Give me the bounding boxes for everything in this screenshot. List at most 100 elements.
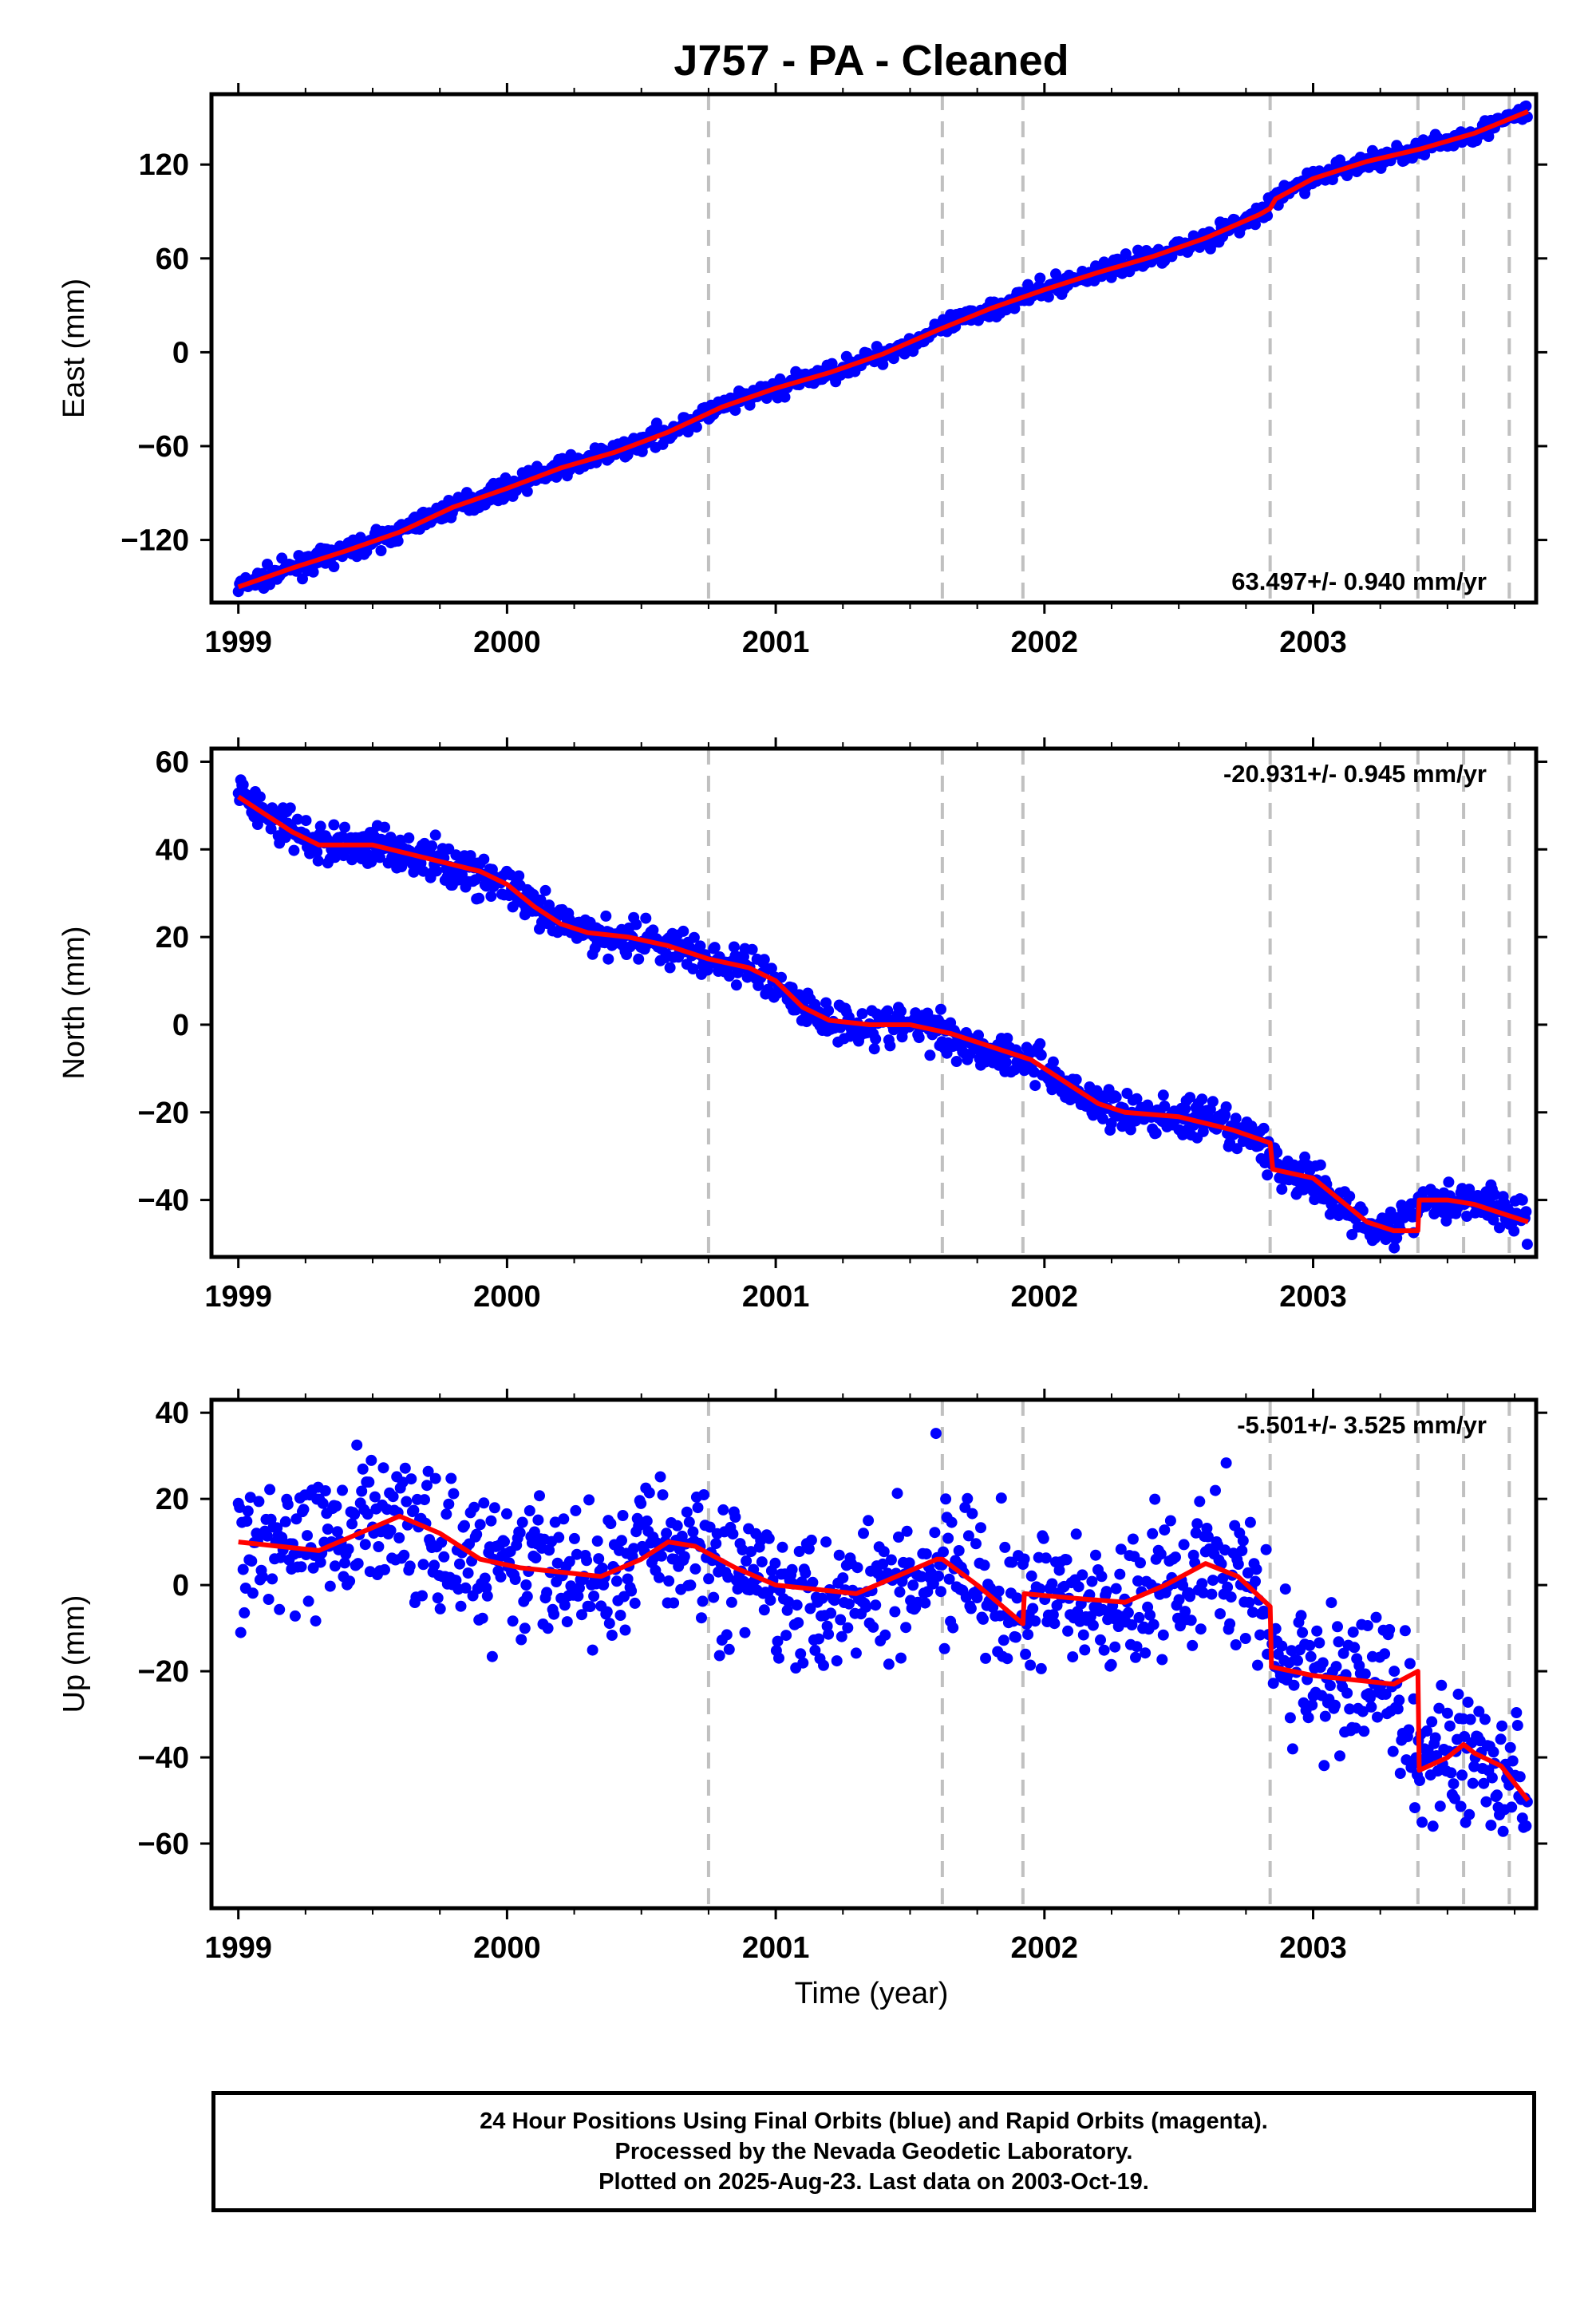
data-point — [1448, 1778, 1460, 1790]
data-point — [432, 1592, 444, 1604]
data-point — [361, 1508, 373, 1520]
y-tick-label: 120 — [139, 148, 189, 182]
data-point — [369, 1491, 381, 1503]
data-point — [1491, 1789, 1503, 1801]
data-point — [1197, 1587, 1209, 1599]
data-point — [687, 963, 699, 974]
data-point — [723, 970, 735, 982]
data-point — [1433, 1702, 1445, 1714]
data-point — [1344, 1191, 1356, 1202]
data-point — [591, 1535, 603, 1547]
data-point — [290, 1513, 302, 1525]
data-point — [581, 1555, 593, 1567]
data-point — [539, 884, 551, 896]
data-point — [1132, 1575, 1144, 1587]
data-point — [833, 1549, 845, 1561]
data-point — [1084, 1611, 1096, 1622]
data-point — [421, 1480, 433, 1492]
data-point — [344, 1575, 356, 1587]
data-point — [1025, 1570, 1037, 1582]
model-line — [237, 109, 1530, 590]
data-point — [282, 1499, 294, 1511]
data-point — [448, 1488, 460, 1500]
data-point — [279, 1516, 291, 1528]
data-point — [1194, 1496, 1206, 1508]
data-point — [943, 1573, 955, 1585]
data-point — [1070, 1073, 1082, 1085]
data-point — [1449, 1792, 1460, 1804]
chart-title: J757 - PA - Cleaned — [674, 37, 1069, 85]
data-point — [899, 348, 911, 360]
data-point — [786, 1563, 798, 1575]
data-point — [284, 802, 296, 814]
data-point — [800, 1567, 812, 1579]
data-point — [1250, 1563, 1262, 1575]
data-point — [1210, 1484, 1221, 1496]
data-point — [235, 1626, 247, 1638]
data-point — [1456, 1769, 1468, 1781]
data-point — [1046, 1578, 1058, 1590]
data-point — [616, 1535, 627, 1547]
data-point — [962, 1530, 974, 1542]
data-point — [1173, 1594, 1185, 1606]
data-point — [257, 1571, 268, 1583]
data-point — [730, 979, 742, 991]
data-point — [481, 1590, 493, 1602]
data-point — [823, 1005, 835, 1017]
data-point — [727, 1528, 739, 1540]
data-point — [709, 942, 721, 954]
data-point — [783, 1596, 795, 1608]
y-tick-label: 40 — [156, 833, 189, 867]
data-point — [1260, 1543, 1272, 1555]
data-point — [401, 1496, 413, 1508]
data-point — [1404, 1658, 1416, 1670]
data-point — [935, 1003, 946, 1015]
data-point — [460, 1582, 472, 1594]
data-point — [532, 1514, 544, 1526]
data-point — [780, 1630, 792, 1642]
data-point — [678, 1551, 690, 1563]
data-point — [1286, 1743, 1298, 1755]
data-point — [1149, 1493, 1161, 1505]
data-point — [1105, 1658, 1117, 1670]
data-point — [247, 1587, 259, 1599]
x-tick-label: 2000 — [473, 626, 541, 659]
data-point — [633, 953, 645, 965]
data-point — [1155, 1548, 1167, 1560]
data-point — [629, 1597, 641, 1609]
data-point — [791, 1599, 803, 1611]
data-point — [809, 1644, 821, 1656]
data-point — [610, 1575, 622, 1587]
data-point — [474, 1519, 486, 1531]
data-point — [993, 1585, 1005, 1597]
data-point — [688, 931, 700, 943]
data-point — [1441, 1707, 1453, 1719]
data-point — [1250, 219, 1261, 231]
data-point — [1178, 1539, 1190, 1551]
data-point — [1246, 1607, 1258, 1618]
data-point — [254, 791, 266, 803]
data-point — [756, 1556, 768, 1568]
model-line — [237, 794, 1529, 1234]
data-point — [1358, 1725, 1370, 1737]
data-point — [587, 1644, 598, 1656]
data-point — [1035, 1662, 1047, 1674]
data-point — [377, 1462, 389, 1474]
data-point — [1184, 1591, 1196, 1603]
data-point — [263, 1594, 275, 1605]
data-point — [1511, 1707, 1523, 1718]
y-tick-label: −40 — [138, 1741, 189, 1775]
data-point — [980, 1652, 992, 1664]
data-point — [1049, 1618, 1061, 1630]
data-point — [725, 1596, 737, 1608]
data-point — [1206, 1588, 1218, 1600]
data-point — [1485, 1820, 1497, 1832]
x-tick-label: 2001 — [742, 626, 810, 659]
data-point — [1110, 1091, 1122, 1103]
data-point — [704, 1521, 716, 1533]
data-point — [356, 1485, 368, 1497]
data-point — [1230, 1113, 1242, 1124]
data-point — [1297, 1626, 1309, 1638]
data-point — [495, 1571, 507, 1583]
